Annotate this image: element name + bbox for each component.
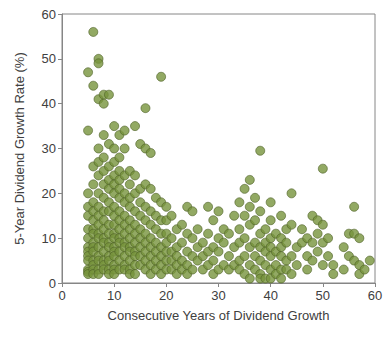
svg-text:50: 50 [316, 288, 330, 303]
svg-text:0: 0 [49, 276, 56, 291]
svg-text:20: 20 [159, 288, 173, 303]
svg-text:60: 60 [368, 288, 382, 303]
svg-text:Consecutive Years of Dividend: Consecutive Years of Dividend Growth [108, 308, 330, 323]
svg-text:30: 30 [42, 141, 56, 156]
svg-text:10: 10 [107, 288, 121, 303]
svg-text:0: 0 [58, 288, 65, 303]
svg-text:60: 60 [42, 7, 56, 22]
svg-text:30: 30 [211, 288, 225, 303]
svg-text:50: 50 [42, 51, 56, 66]
svg-text:40: 40 [42, 96, 56, 111]
svg-text:5-Year Dividend Growth Rate (%: 5-Year Dividend Growth Rate (%) [12, 52, 27, 244]
svg-text:10: 10 [42, 231, 56, 246]
svg-text:20: 20 [42, 186, 56, 201]
svg-text:40: 40 [263, 288, 277, 303]
